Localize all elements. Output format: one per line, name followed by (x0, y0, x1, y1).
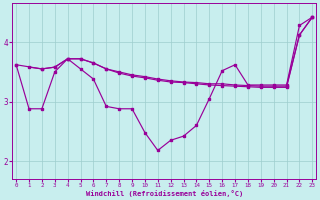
X-axis label: Windchill (Refroidissement éolien,°C): Windchill (Refroidissement éolien,°C) (85, 190, 243, 197)
